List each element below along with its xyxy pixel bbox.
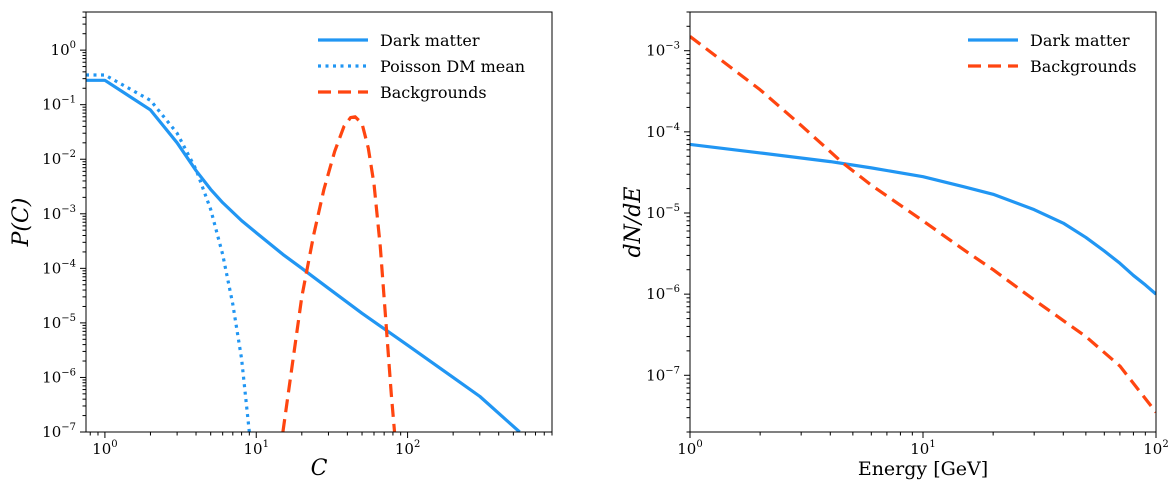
y-tick-label: 10−3 [42,204,76,223]
series-line-poisson-dm-mean [86,73,251,432]
series-line-backgrounds [690,35,1156,414]
legend: Dark matter Backgrounds [968,31,1137,76]
x-tick-label: 101 [244,439,269,458]
legend-label: Dark matter [1030,31,1130,50]
legend-label: Dark matter [380,31,480,50]
y-tick-label: 10−6 [646,284,680,303]
y-tick-label: 10−5 [646,203,680,222]
legend-label: Poisson DM mean [380,57,525,76]
series-line-backgrounds [281,115,397,432]
series-line-dark-matter [86,78,521,432]
x-tick-label: 100 [92,439,117,458]
series-line-dark-matter [690,142,1156,296]
y-tick-label: 10−4 [646,122,680,141]
y-axis-label: P(C) [9,198,34,248]
chart-panel-2: 100 101 102 10−7 10−6 10−5 10−4 10−3 Energy [GeV… [621,11,1169,480]
x-axis-label: C [311,456,328,481]
y-tick-label: 10−2 [42,149,76,168]
legend: Dark matter Poisson DM mean Backgrounds [318,31,525,102]
y-axis-label: dN/dE [621,187,646,258]
x-tick-label: 102 [1143,439,1168,458]
series-group [690,35,1156,414]
y-tick-label: 10−5 [42,313,76,332]
legend-label: Backgrounds [1030,57,1137,76]
y-tick-label: 10−7 [646,365,680,384]
chart-panel-1: 100 101 102 10−7 10−6 10−5 10−4 10−3 10−2 10−1 100… [9,11,553,481]
y-tick-label: 10−3 [646,41,680,60]
y-tick-label: 10−4 [42,258,76,277]
x-tick-label: 100 [677,439,702,458]
x-tick-label: 101 [910,439,935,458]
legend-label: Backgrounds [380,83,487,102]
y-tick-label: 100 [51,40,76,59]
y-tick-label: 10−6 [42,367,76,386]
series-group [86,73,521,432]
y-tick-label: 10−1 [42,95,76,114]
x-axis-label: Energy [GeV] [858,458,988,480]
x-tick-label: 102 [395,439,420,458]
y-tick-label: 10−7 [42,422,76,441]
